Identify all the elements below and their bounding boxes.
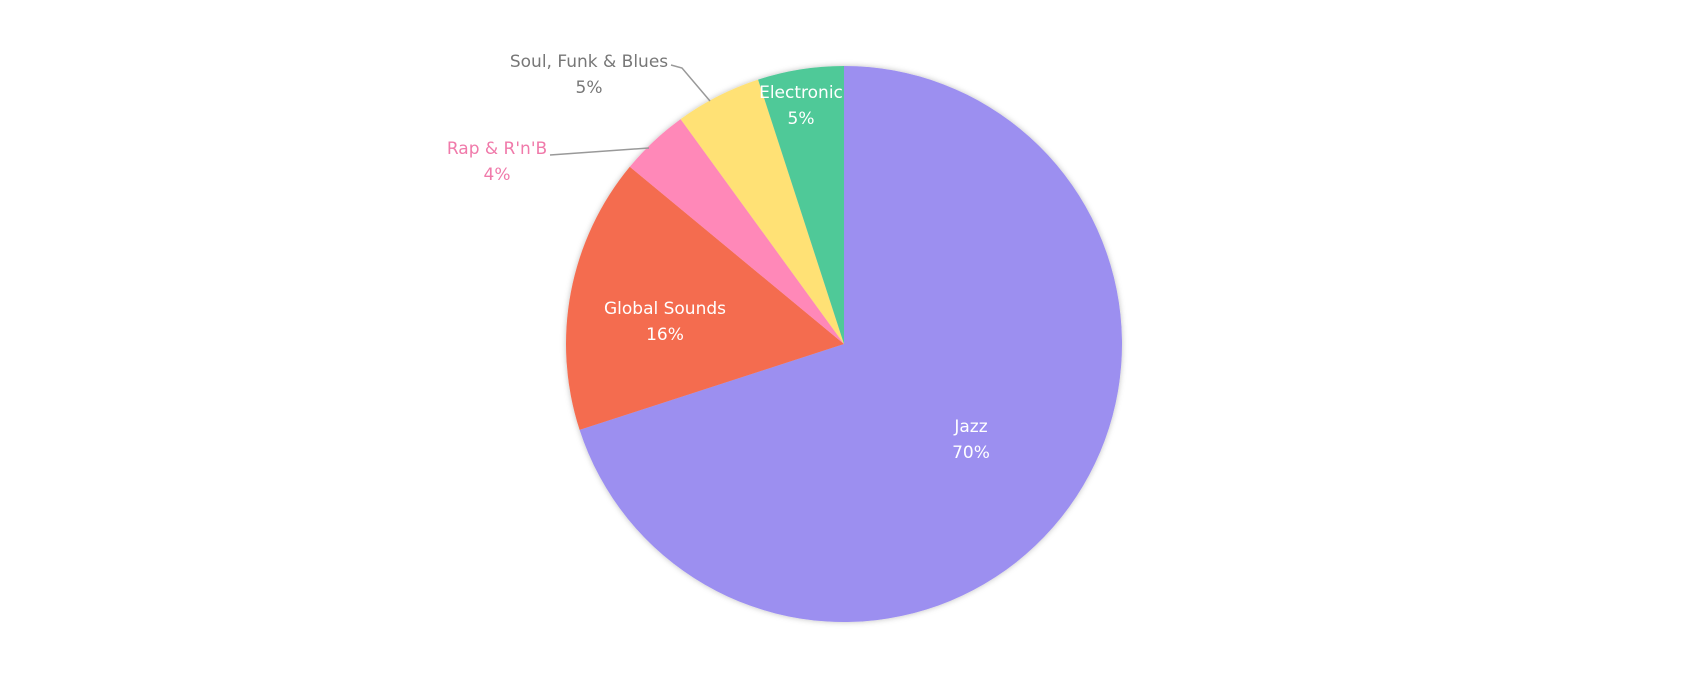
pie-slice <box>629 119 844 344</box>
value-label: 5% <box>788 109 815 129</box>
slice-label: Electronic <box>759 83 843 103</box>
slice-label: Jazz <box>953 417 987 437</box>
pie-slice <box>680 79 844 344</box>
value-label: 16% <box>646 325 684 345</box>
slice-label: Global Sounds <box>604 299 726 319</box>
value-label: 70% <box>952 443 990 463</box>
pie <box>566 66 1123 622</box>
slice-label: Rap & R'n'B <box>447 139 547 159</box>
value-label: 4% <box>484 165 511 185</box>
pie-slice <box>758 66 844 344</box>
pie-slice <box>566 166 844 430</box>
slice-label: Soul, Funk & Blues <box>510 52 668 72</box>
value-label: 5% <box>576 78 603 98</box>
leader-line <box>670 64 711 102</box>
pie-slice <box>579 66 1123 622</box>
leader-line <box>549 147 650 156</box>
